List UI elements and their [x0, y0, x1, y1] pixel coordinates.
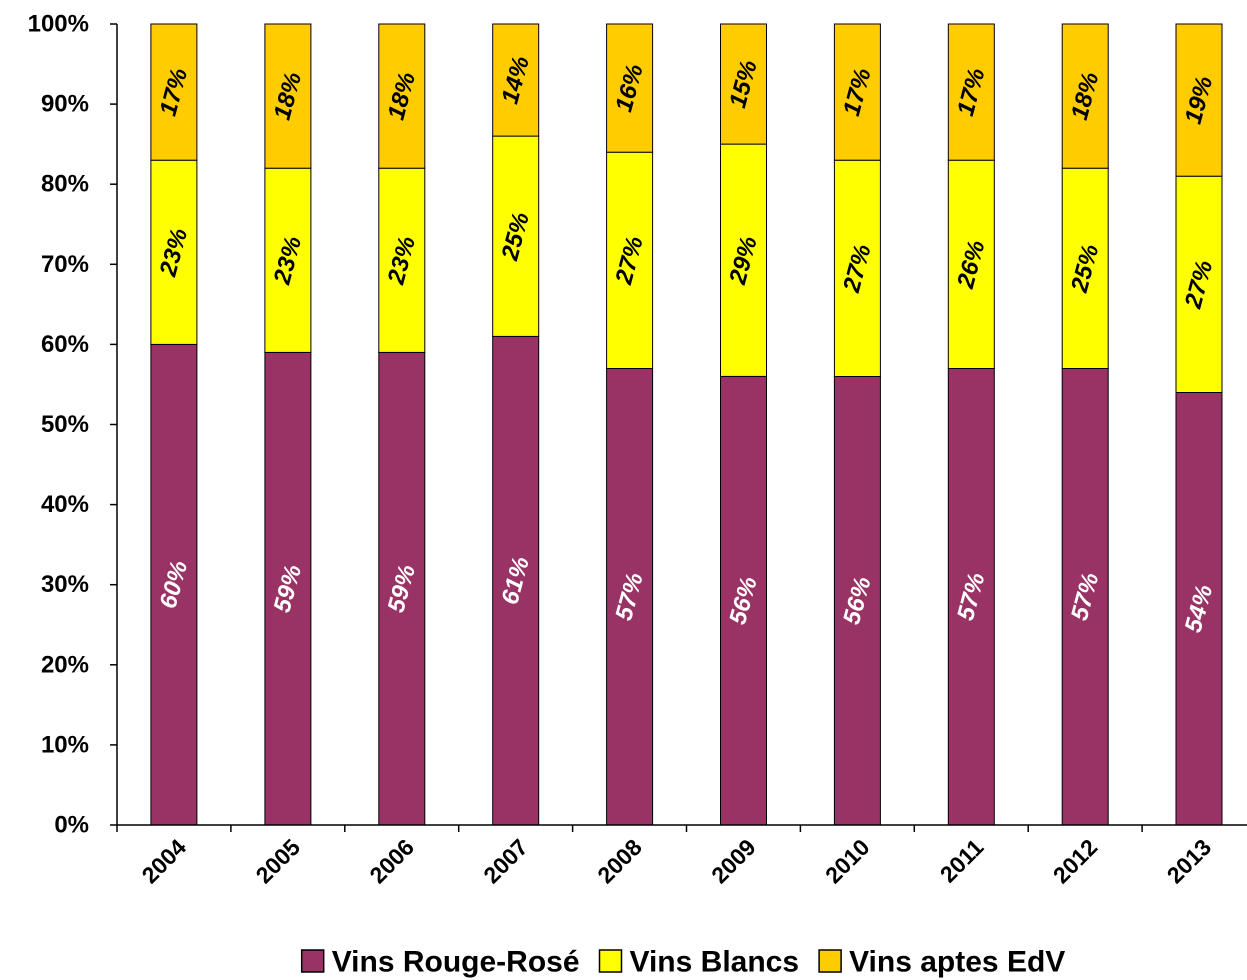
y-tick-label: 80%: [41, 171, 89, 198]
x-tick-label-2008: 2008: [592, 834, 647, 889]
bar-segment-2012-s2: [1061, 23, 1109, 169]
bar-segment-2009-s2: [720, 23, 767, 145]
bar-segment-2012-s0: [1061, 367, 1109, 826]
y-tick-label: 20%: [41, 651, 89, 678]
bar-segment-2007-s0: [492, 335, 540, 826]
x-tick-label-2006: 2006: [364, 834, 419, 889]
x-tick-label-2005: 2005: [251, 834, 306, 889]
bar-segment-2008-s0: [606, 367, 654, 826]
legend-label: Vins Blancs: [630, 946, 800, 979]
legend-swatch: [300, 949, 325, 973]
legend-item-2: Vins aptes EdV: [818, 946, 1065, 979]
x-tick-label-2004: 2004: [137, 834, 192, 889]
legend-label: Vins aptes EdV: [849, 946, 1065, 979]
x-tick-label-2013: 2013: [1162, 834, 1217, 889]
x-tick-label-2011: 2011: [935, 834, 989, 888]
bar-segment-2009-s1: [720, 143, 767, 377]
bar-segment-2013-s1: [1175, 175, 1223, 393]
bar-segment-2009-s0: [720, 375, 767, 826]
bar-segment-2006-s2: [378, 23, 426, 169]
bar-segment-2010-s0: [833, 375, 881, 826]
bars-layer: [150, 23, 1223, 826]
legend-item-0: Vins Rouge-Rosé: [300, 946, 580, 979]
y-tick-label: 40%: [41, 491, 89, 518]
y-tick-label: 50%: [41, 411, 89, 438]
bar-segment-2010-s1: [833, 159, 881, 377]
legend-item-1: Vins Blancs: [598, 946, 800, 979]
bar-segment-2007-s2: [492, 23, 540, 137]
legend-swatch: [598, 949, 623, 973]
bar-segment-2007-s1: [492, 135, 540, 337]
bar-segment-2005-s2: [264, 23, 312, 169]
x-tick-label-2007: 2007: [478, 834, 533, 889]
bar-segment-2012-s1: [1061, 167, 1109, 369]
bar-segment-2004-s1: [150, 159, 198, 345]
bar-segment-2008-s2: [606, 23, 654, 153]
y-tick-label: 90%: [41, 91, 89, 118]
x-tick-label-2012: 2012: [1048, 834, 1103, 889]
bar-segment-2013-s2: [1175, 23, 1223, 177]
bar-segment-2006-s1: [378, 167, 426, 353]
segment-labels-layer: 60%23%17%59%23%18%59%23%18%61%25%14%57%2…: [154, 53, 1218, 635]
bar-segment-2013-s0: [1175, 392, 1223, 826]
y-tick-label: 10%: [41, 731, 89, 758]
y-tick-label: 0%: [54, 812, 89, 839]
bar-segment-2004-s0: [150, 343, 198, 826]
bar-segment-2010-s2: [833, 23, 881, 161]
bar-segment-2005-s1: [264, 167, 312, 353]
legend-label: Vins Rouge-Rosé: [332, 946, 580, 979]
y-tick-label: 60%: [41, 331, 89, 358]
y-tick-label: 30%: [41, 571, 89, 598]
y-tick-label: 70%: [41, 251, 89, 278]
legend: Vins Rouge-Rosé Vins Blancs Vins aptes EdV: [300, 946, 1065, 979]
bar-segment-2005-s0: [264, 351, 312, 826]
bar-segment-2011-s1: [947, 159, 995, 369]
y-tick-label: 100%: [28, 11, 89, 38]
bar-segment-2011-s2: [947, 23, 995, 161]
x-tick-label-2009: 2009: [706, 834, 761, 889]
x-tick-label-2010: 2010: [820, 834, 875, 889]
legend-swatch: [818, 949, 842, 973]
bar-segment-2004-s2: [150, 23, 198, 161]
